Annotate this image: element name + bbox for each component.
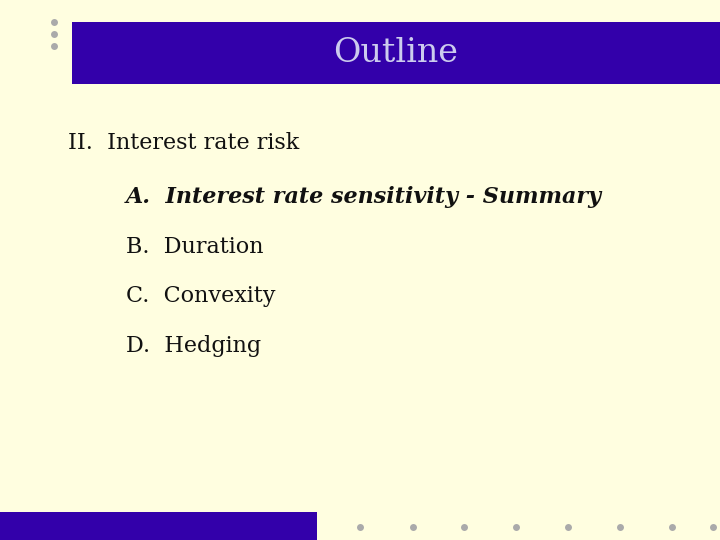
Text: D.  Hedging: D. Hedging xyxy=(126,335,261,357)
Text: B.  Duration: B. Duration xyxy=(126,236,264,258)
FancyBboxPatch shape xyxy=(72,22,720,84)
FancyBboxPatch shape xyxy=(0,512,317,540)
Text: Outline: Outline xyxy=(333,37,459,69)
Text: II.  Interest rate risk: II. Interest rate risk xyxy=(68,132,300,154)
Text: A.  Interest rate sensitivity - Summary: A. Interest rate sensitivity - Summary xyxy=(126,186,602,208)
Text: C.  Convexity: C. Convexity xyxy=(126,286,276,307)
